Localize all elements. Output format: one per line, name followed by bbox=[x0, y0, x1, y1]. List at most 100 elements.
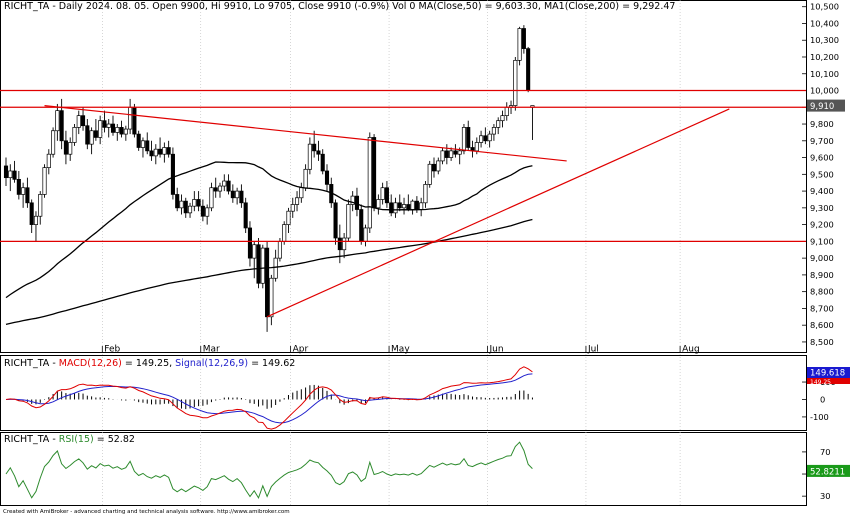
panel-border bbox=[0, 0, 807, 353]
candle-body bbox=[513, 59, 518, 106]
candle-body bbox=[140, 140, 146, 148]
candle-body bbox=[158, 148, 163, 155]
y-tick-label: 9,500 bbox=[810, 169, 834, 179]
y-tick-label: 10,300 bbox=[810, 35, 839, 45]
candle-body bbox=[290, 204, 295, 212]
candle-body bbox=[179, 200, 184, 209]
candle-body bbox=[303, 168, 308, 189]
axis-labels: Feb Mar Apr May Jun Jul Aug 8,500 8,600 8,700 8,80… bbox=[104, 2, 850, 501]
x-tick-label: Aug bbox=[682, 345, 700, 355]
candle-body bbox=[217, 185, 223, 192]
candle-body bbox=[346, 204, 351, 239]
candle-body bbox=[457, 150, 462, 155]
candle-body bbox=[526, 48, 531, 91]
candle-body bbox=[406, 204, 411, 210]
candle-body bbox=[196, 199, 201, 207]
candle-body bbox=[205, 207, 210, 217]
candle-body bbox=[294, 197, 300, 205]
candle-body bbox=[132, 106, 137, 135]
candle-body bbox=[235, 190, 240, 199]
y-tick-label: 8,700 bbox=[810, 303, 834, 313]
candle-body bbox=[68, 142, 73, 155]
candle-body bbox=[222, 180, 227, 187]
candle-body bbox=[29, 202, 34, 225]
rsi-value-tag-label: 52.8211 bbox=[810, 467, 845, 477]
candle-body bbox=[461, 127, 467, 152]
candle-body bbox=[372, 137, 377, 209]
macd-value-tag bbox=[807, 378, 850, 384]
month-grid bbox=[101, 0, 681, 505]
candle-body bbox=[98, 120, 103, 138]
rsi-prefix: RICHT_TA - bbox=[4, 434, 59, 445]
candle-body bbox=[474, 142, 479, 152]
candle-body bbox=[230, 190, 235, 199]
candle-body bbox=[265, 247, 270, 318]
x-tick-label: Jul bbox=[587, 345, 599, 355]
candle-body bbox=[431, 163, 437, 172]
candle-body bbox=[89, 130, 94, 145]
ma50-line bbox=[5, 161, 533, 299]
candle-body bbox=[16, 179, 21, 195]
candle-body bbox=[153, 148, 158, 157]
candle-body bbox=[393, 202, 398, 214]
panel-border bbox=[0, 432, 807, 506]
y-tick-label: 9,600 bbox=[810, 153, 834, 163]
candle-body bbox=[414, 200, 419, 210]
candle-body bbox=[239, 190, 244, 204]
candle-body bbox=[119, 127, 124, 135]
candle-body bbox=[320, 153, 325, 172]
y-tick-label: 9,100 bbox=[810, 236, 834, 246]
y-tick-label: 10,400 bbox=[810, 18, 839, 28]
y-tick-label: 9,300 bbox=[810, 203, 834, 213]
y-tick-label: 9,000 bbox=[810, 253, 834, 263]
indicator-lines bbox=[5, 161, 533, 500]
macd-y-tick-label: 0 bbox=[820, 394, 825, 404]
y-tick-label: 9,800 bbox=[810, 119, 834, 129]
rsi-label: RSI(15) bbox=[58, 434, 94, 445]
candle-body bbox=[286, 210, 291, 225]
candle-body bbox=[76, 115, 81, 128]
macd-y-tick-label: -100 bbox=[810, 412, 829, 422]
candle-body bbox=[85, 125, 90, 145]
y-tick-label: 9,400 bbox=[810, 186, 834, 196]
candle-body bbox=[483, 135, 488, 142]
trend-line bbox=[266, 108, 730, 318]
macd-line bbox=[5, 366, 533, 430]
signal-value-tag-label: 149.618 bbox=[810, 369, 845, 379]
candle-body bbox=[466, 127, 471, 148]
candle-body bbox=[363, 227, 368, 242]
candle-body bbox=[42, 167, 47, 195]
candle-body bbox=[93, 130, 98, 138]
y-tick-label: 10,200 bbox=[810, 52, 839, 62]
candle-body bbox=[25, 187, 30, 204]
candle-body bbox=[517, 28, 522, 61]
candle-body bbox=[226, 180, 231, 192]
y-tick-label: 9,700 bbox=[810, 136, 834, 146]
candle-body bbox=[423, 184, 428, 204]
rsi-y-tick-label: 70 bbox=[820, 447, 831, 457]
trend-lines bbox=[0, 89, 806, 318]
signal-value: = 149.62 bbox=[251, 358, 296, 369]
candle-body bbox=[504, 106, 509, 117]
rsi-y-tick-label: 30 bbox=[820, 491, 831, 501]
candle-body bbox=[46, 153, 51, 168]
rsi-panel-header: RICHT_TA - RSI(15) = 52.82 bbox=[4, 434, 135, 445]
footer-credit: Created with AmiBroker - advanced charti… bbox=[3, 509, 290, 515]
price-panel-header: RICHT_TA - Daily 2024. 08. 05. Open 9900… bbox=[4, 1, 675, 12]
y-tick-label: 10,000 bbox=[810, 86, 839, 96]
trend-line bbox=[44, 105, 567, 162]
rsi-line bbox=[5, 441, 533, 500]
candle-body bbox=[213, 187, 218, 192]
candle-body bbox=[260, 247, 265, 284]
candle-body bbox=[8, 170, 13, 179]
candle-body bbox=[496, 120, 501, 128]
macd-prefix: RICHT_TA - bbox=[4, 358, 59, 369]
candle-body bbox=[397, 202, 402, 209]
candle-body bbox=[401, 204, 407, 209]
chart-title: RICHT_TA - Daily 2024. 08. 05. Open 9900… bbox=[4, 1, 416, 12]
macd-value: = 149.25, bbox=[124, 358, 173, 369]
candle-body bbox=[145, 140, 150, 152]
macd-panel-header: RICHT_TA - MACD(12,26) = 149.25, Signal(… bbox=[4, 358, 295, 369]
candle-body bbox=[166, 147, 171, 155]
candle-body bbox=[419, 202, 424, 210]
